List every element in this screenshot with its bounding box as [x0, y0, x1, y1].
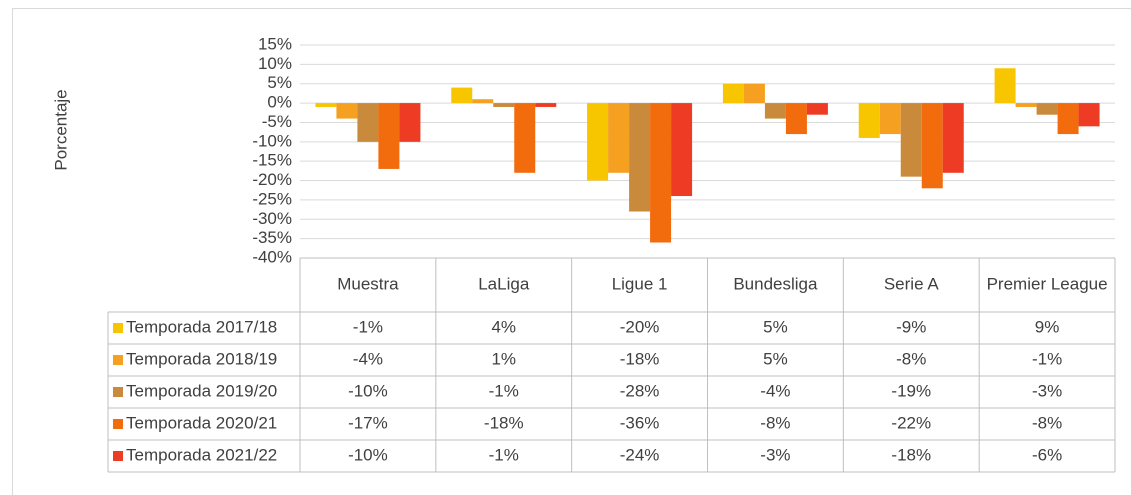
table-value: -3% [1032, 381, 1062, 400]
bar [858, 103, 880, 138]
legend-label: Temporada 2017/18 [126, 317, 277, 336]
bar [587, 103, 609, 181]
y-tick-label: -30% [252, 209, 292, 228]
table-value: -6% [1032, 445, 1062, 464]
legend-key [113, 451, 123, 461]
bar [785, 103, 807, 135]
bar [493, 103, 515, 107]
table-value: -28% [620, 381, 660, 400]
legend-key [113, 355, 123, 365]
bar [879, 103, 901, 135]
table-value: -18% [891, 445, 931, 464]
table-value: -17% [348, 413, 388, 432]
bar [399, 103, 421, 142]
table-value: 5% [763, 317, 788, 336]
y-axis-label: Porcentaje [51, 89, 70, 170]
table-value: -1% [489, 381, 519, 400]
table-value: -18% [620, 349, 660, 368]
table-value: 9% [1035, 317, 1060, 336]
table-value: -9% [896, 317, 926, 336]
table-value: -4% [353, 349, 383, 368]
legend-label: Temporada 2021/22 [126, 445, 277, 464]
table-value: 1% [491, 349, 516, 368]
table-value: 5% [763, 349, 788, 368]
table-value: -3% [760, 445, 790, 464]
table-value: -36% [620, 413, 660, 432]
bar [942, 103, 964, 173]
bar [608, 103, 630, 173]
bar [514, 103, 536, 173]
category-label: Serie A [884, 274, 939, 293]
table-value: -4% [760, 381, 790, 400]
y-tick-label: -35% [252, 228, 292, 247]
y-tick-label: -25% [252, 189, 292, 208]
bar [336, 103, 358, 119]
table-value: -1% [353, 317, 383, 336]
y-tick-label: -5% [262, 112, 292, 131]
y-tick-label: 0% [267, 93, 292, 112]
table-value: -22% [891, 413, 931, 432]
table-value: -18% [484, 413, 524, 432]
legend-key [113, 387, 123, 397]
legend-key [113, 419, 123, 429]
bar [1078, 103, 1100, 127]
table-value: -8% [896, 349, 926, 368]
bar [535, 103, 557, 107]
bar [472, 99, 494, 104]
y-tick-label: 15% [258, 34, 292, 53]
table-value: -20% [620, 317, 660, 336]
bar [743, 83, 765, 104]
y-tick-label: 10% [258, 54, 292, 73]
legend-key [113, 323, 123, 333]
legend-label: Temporada 2019/20 [126, 381, 277, 400]
bar [1036, 103, 1058, 115]
bar [451, 87, 473, 104]
legend-label: Temporada 2018/19 [126, 349, 277, 368]
bar [900, 103, 922, 177]
y-tick-label: -10% [252, 131, 292, 150]
table-value: -19% [891, 381, 931, 400]
bar [315, 103, 337, 107]
y-tick-label: -20% [252, 170, 292, 189]
category-label: LaLiga [478, 274, 530, 293]
category-label: Premier League [987, 274, 1108, 293]
bar [722, 83, 744, 104]
y-tick-label: -40% [252, 247, 292, 266]
category-label: Ligue 1 [612, 274, 668, 293]
bar [671, 103, 693, 197]
y-tick-label: -15% [252, 151, 292, 170]
bar [357, 103, 379, 142]
table-value: 4% [491, 317, 516, 336]
category-label: Muestra [337, 274, 399, 293]
bar [1015, 103, 1037, 107]
legend-label: Temporada 2020/21 [126, 413, 277, 432]
category-label: Bundesliga [733, 274, 818, 293]
y-tick-label: 5% [267, 73, 292, 92]
bar [378, 103, 400, 169]
table-value: -1% [489, 445, 519, 464]
bar [806, 103, 828, 115]
table-value: -10% [348, 381, 388, 400]
bar [994, 68, 1016, 104]
bar [764, 103, 786, 119]
table-value: -8% [1032, 413, 1062, 432]
table-value: -8% [760, 413, 790, 432]
bar [921, 103, 943, 189]
bar [629, 103, 651, 212]
bar [1057, 103, 1079, 135]
table-value: -1% [1032, 349, 1062, 368]
bar [650, 103, 672, 243]
table-value: -24% [620, 445, 660, 464]
table-value: -10% [348, 445, 388, 464]
